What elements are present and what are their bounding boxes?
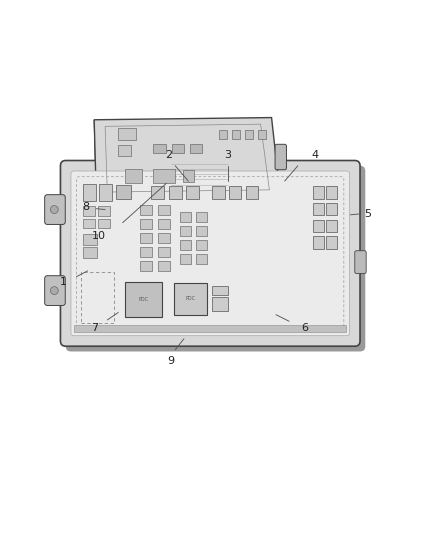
FancyBboxPatch shape	[275, 144, 286, 169]
Bar	[153, 144, 166, 152]
Bar	[196, 254, 207, 264]
Bar	[180, 240, 191, 250]
Bar	[158, 205, 170, 215]
Circle shape	[50, 287, 58, 295]
Bar	[83, 184, 96, 201]
Bar	[158, 261, 170, 271]
Text: 2: 2	[165, 150, 172, 160]
Bar	[313, 220, 324, 232]
Bar	[326, 187, 337, 199]
Bar	[174, 283, 207, 314]
Bar	[118, 145, 131, 156]
Polygon shape	[94, 118, 280, 199]
Bar	[180, 212, 191, 222]
Bar	[313, 187, 324, 199]
Bar	[313, 236, 324, 248]
Bar	[158, 233, 170, 243]
FancyBboxPatch shape	[355, 251, 366, 273]
Bar	[313, 203, 324, 215]
Bar	[169, 187, 182, 199]
Bar	[99, 184, 112, 201]
Bar	[212, 297, 228, 311]
Bar	[258, 130, 266, 140]
Bar	[245, 130, 253, 140]
Bar	[158, 247, 170, 257]
Text: 9: 9	[167, 356, 174, 366]
Text: 5: 5	[364, 209, 371, 219]
Bar	[151, 187, 164, 199]
Bar	[125, 169, 142, 183]
Bar	[183, 170, 194, 182]
Text: 7: 7	[91, 323, 98, 333]
Bar	[83, 247, 97, 258]
FancyBboxPatch shape	[45, 195, 65, 224]
Bar	[140, 247, 152, 257]
Bar	[326, 220, 337, 232]
Bar	[326, 236, 337, 248]
Bar	[232, 130, 240, 140]
Bar	[180, 226, 191, 236]
Bar	[180, 254, 191, 264]
Bar	[140, 219, 152, 229]
Bar	[196, 212, 207, 222]
Bar	[140, 261, 152, 271]
Bar	[196, 226, 207, 236]
Bar	[229, 187, 241, 199]
FancyBboxPatch shape	[45, 276, 65, 305]
FancyBboxPatch shape	[71, 171, 350, 336]
Text: 10: 10	[92, 231, 106, 241]
Bar	[125, 282, 162, 317]
FancyBboxPatch shape	[60, 160, 360, 346]
Bar	[190, 144, 202, 152]
Bar	[158, 219, 170, 229]
Polygon shape	[96, 197, 284, 208]
Bar	[212, 187, 225, 199]
Bar	[83, 206, 95, 216]
Text: PDC: PDC	[138, 297, 148, 302]
Bar	[98, 219, 110, 228]
Bar	[116, 184, 131, 199]
Polygon shape	[94, 120, 100, 208]
Text: 6: 6	[301, 323, 308, 333]
Bar	[246, 187, 258, 199]
Bar	[219, 130, 227, 140]
Text: 8: 8	[82, 203, 89, 212]
Bar	[140, 233, 152, 243]
Text: 1: 1	[60, 277, 67, 287]
Bar	[118, 128, 136, 140]
Text: PDC: PDC	[186, 296, 195, 302]
FancyBboxPatch shape	[66, 166, 365, 351]
Bar	[196, 240, 207, 250]
Bar	[74, 325, 346, 332]
Bar	[83, 219, 95, 228]
Bar	[212, 286, 228, 295]
Bar	[140, 205, 152, 215]
Text: 3: 3	[224, 150, 231, 160]
Bar	[153, 169, 175, 183]
Bar	[98, 206, 110, 216]
Bar	[326, 203, 337, 215]
Text: 4: 4	[312, 150, 319, 160]
Bar	[186, 187, 199, 199]
Bar	[172, 144, 184, 152]
Bar	[81, 272, 114, 322]
Circle shape	[50, 206, 58, 214]
Bar	[83, 233, 97, 245]
